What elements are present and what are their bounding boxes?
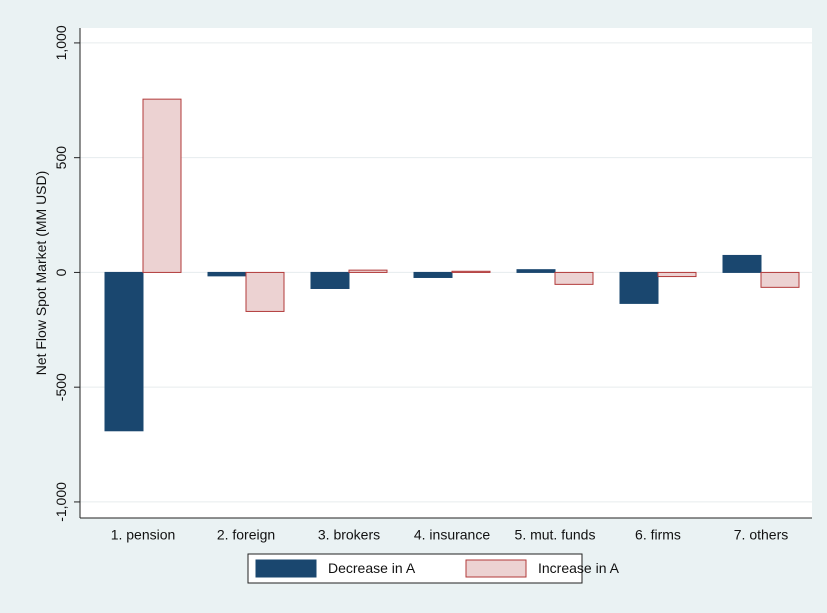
x-tick-label: 2. foreign [217, 527, 275, 543]
x-tick-label: 6. firms [635, 527, 681, 543]
bar [413, 271, 453, 278]
bar [245, 271, 285, 312]
bar [310, 271, 350, 289]
bar [207, 271, 247, 277]
legend-swatch [465, 559, 527, 578]
y-tick-label: -1,000 [53, 482, 69, 522]
y-tick-label: 500 [53, 146, 69, 170]
y-tick-label: 1,000 [53, 25, 69, 60]
bar [104, 271, 144, 432]
bar [760, 271, 800, 288]
x-tick-label: 5. mut. funds [515, 527, 596, 543]
x-tick-label: 4. insurance [414, 527, 490, 543]
bar [451, 270, 491, 273]
bar [619, 271, 659, 304]
bar [657, 271, 697, 278]
bar [554, 271, 594, 285]
y-tick-label: 0 [53, 268, 69, 276]
x-tick-label: 7. others [734, 527, 788, 543]
bar [722, 254, 762, 273]
legend-swatch [255, 559, 317, 578]
bar [516, 269, 556, 273]
bar [348, 269, 388, 273]
y-tick-label: -500 [53, 373, 69, 401]
legend-label: Increase in A [538, 560, 620, 576]
y-axis-label: Net Flow Spot Market (MM USD) [33, 171, 49, 376]
bar [142, 98, 182, 273]
legend-label: Decrease in A [328, 560, 416, 576]
x-tick-label: 3. brokers [318, 527, 380, 543]
x-tick-label: 1. pension [111, 527, 176, 543]
